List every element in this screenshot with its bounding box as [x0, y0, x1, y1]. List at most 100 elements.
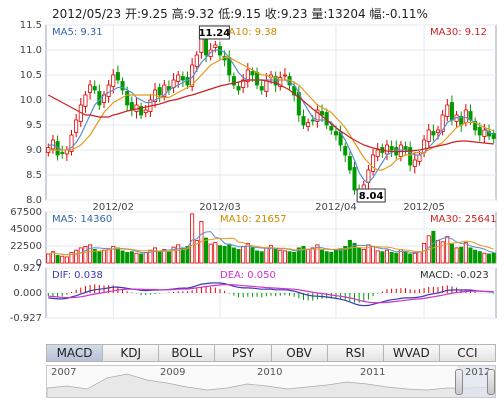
price-tick-label: 8.5 — [26, 170, 42, 181]
indicator-tabs: MACD KDJ BOLL PSY OBV RSI WVAD CCI — [46, 344, 496, 362]
candle-body — [463, 109, 468, 123]
candle-body — [431, 131, 436, 136]
volume-bar — [282, 250, 287, 264]
volume-bar — [371, 245, 376, 264]
candle-body — [143, 109, 148, 113]
candle-body — [74, 119, 79, 133]
volume-bar — [357, 247, 362, 264]
candle-body — [106, 84, 111, 97]
time-tick-label: 2012/04 — [315, 202, 357, 213]
volume-bar — [83, 245, 88, 264]
candle-body — [255, 72, 260, 86]
volume-bar — [435, 239, 441, 264]
candle-body — [88, 84, 93, 93]
candle-body — [408, 147, 413, 166]
volume-bar — [459, 246, 464, 264]
candle-body — [231, 76, 236, 86]
volume-bar — [125, 252, 130, 264]
ma-line-ma30 — [48, 79, 494, 153]
price-tick-label: 8.0 — [26, 195, 42, 206]
tab-obv[interactable]: OBV — [270, 344, 327, 362]
volume-bar — [245, 242, 250, 264]
candle-body — [449, 102, 454, 121]
volume-bar — [320, 249, 325, 264]
range-handle-right[interactable] — [487, 369, 495, 395]
candle-body — [417, 154, 422, 162]
volume-bar — [491, 252, 496, 264]
macd-dif-line — [48, 282, 494, 307]
volume-bar — [143, 252, 148, 264]
volume-legend-1: MA5: 14360 — [52, 214, 112, 225]
volume-value: 13204 — [327, 7, 366, 21]
tab-wvad[interactable]: WVAD — [382, 344, 439, 362]
volume-bar — [301, 245, 306, 264]
volume-tick-label: 45000 — [10, 224, 42, 235]
price-tick-label: 10.0 — [20, 95, 42, 106]
year-2011: 2011 — [360, 367, 386, 378]
volume-bar — [236, 248, 241, 264]
volume-bar — [111, 245, 116, 264]
tab-cci[interactable]: CCI — [438, 344, 496, 362]
tab-rsi[interactable]: RSI — [326, 344, 383, 362]
volume-legend-3: MA30: 25641 — [430, 214, 497, 225]
candle-body — [250, 71, 255, 76]
low-annotation-label: 8.04 — [359, 191, 384, 202]
candle-body — [69, 134, 74, 152]
volume-bar — [264, 247, 269, 264]
volume-bar — [162, 248, 167, 264]
tab-boll[interactable]: BOLL — [158, 344, 215, 362]
high-annotation-label: 11.24 — [199, 28, 231, 39]
range-handle-left[interactable] — [455, 369, 463, 395]
volume-bar — [417, 251, 422, 264]
high-label: 高: — [171, 7, 188, 21]
volume-bar — [449, 243, 454, 264]
macd-tick-label: -0.927 — [10, 313, 42, 324]
candle-body — [111, 74, 116, 87]
open-label: 开: — [125, 7, 142, 21]
volume-bar — [78, 247, 83, 264]
volume-bar — [171, 246, 176, 264]
volume-bar — [454, 247, 459, 264]
volume-bar — [134, 252, 139, 264]
history-overview-scroller[interactable]: 2007 2009 2010 2011 2012 — [46, 365, 496, 398]
candle-body — [412, 159, 417, 167]
candle-body — [236, 86, 241, 91]
candle-body — [435, 129, 441, 133]
volume-bar — [477, 251, 482, 264]
volume-bar — [115, 247, 120, 264]
volume-tick-label: 0 — [36, 258, 42, 269]
candle-body — [371, 154, 376, 172]
candle-body — [83, 94, 88, 107]
candle-body — [333, 131, 338, 136]
tab-kdj[interactable]: KDJ — [102, 344, 159, 362]
volume-bar — [88, 244, 93, 264]
candle-body — [384, 144, 390, 155]
volume-bar — [97, 251, 102, 264]
volume-bar — [463, 242, 468, 264]
volume-tick-label: 67500 — [10, 207, 42, 218]
price-tick-label: 11.0 — [20, 45, 42, 56]
volume-bar — [384, 249, 390, 264]
candle-body — [315, 109, 320, 122]
candle-body — [301, 116, 306, 126]
close-label: 收: — [264, 7, 281, 21]
price-tick-label: 9.0 — [26, 145, 42, 156]
tab-macd[interactable]: MACD — [46, 344, 103, 362]
price-tick-label: 9.5 — [26, 120, 42, 131]
volume-bar — [394, 252, 399, 264]
candle-body — [282, 74, 287, 77]
time-tick-label: 2012/05 — [403, 202, 445, 213]
candle-body — [241, 79, 246, 88]
candle-body — [259, 86, 264, 91]
volume-bar — [166, 251, 171, 264]
volume-bar — [190, 213, 195, 264]
candle-body — [157, 87, 162, 96]
year-2012: 2012 — [465, 367, 491, 378]
macd-tick-label: 0.000 — [13, 288, 42, 299]
candle-body — [329, 126, 334, 131]
tab-psy[interactable]: PSY — [214, 344, 271, 362]
volume-bar — [296, 247, 301, 264]
volume-bar — [106, 248, 111, 264]
volume-bar — [403, 252, 408, 264]
candle-body — [204, 39, 209, 56]
